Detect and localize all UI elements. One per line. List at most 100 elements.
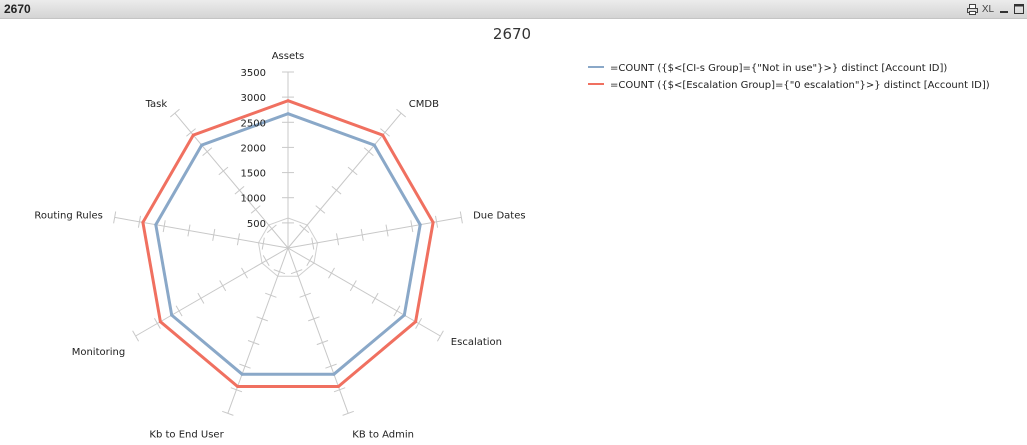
radar-series-line <box>141 99 435 388</box>
radar-data-point <box>158 320 162 324</box>
radar-tick-mark <box>250 205 261 214</box>
radar-tick-mark <box>197 292 205 304</box>
radar-tick-mark <box>222 410 234 416</box>
radar-spoke <box>287 216 462 249</box>
radar-tick-mark <box>306 255 314 267</box>
radar-tick-mark <box>436 330 444 342</box>
radar-category-label: Escalation <box>451 337 502 348</box>
radar-category-label: Due Dates <box>473 210 525 221</box>
radar-tick-mark <box>169 108 180 118</box>
radar-data-point <box>372 143 376 147</box>
radar-data-point <box>431 220 435 224</box>
radar-tick-mark <box>363 147 374 156</box>
radar-data-point <box>141 220 145 224</box>
radar-data-point <box>381 133 385 137</box>
radar-chart: 2670 500 1000 1500 2000 2500 3000 3500 Assets CM… <box>34 25 990 441</box>
radar-tick-mark <box>393 305 401 317</box>
radar-tick-mark <box>175 305 183 317</box>
radar-inner-ring <box>257 217 319 277</box>
radar-data-point <box>336 385 340 388</box>
radar-tick-mark <box>316 340 329 346</box>
radar-tick-mark <box>360 228 364 241</box>
radar-tick-mark <box>435 215 439 228</box>
radar-data-point <box>418 223 422 227</box>
radar-tick-mark <box>396 108 407 118</box>
radar-tick-mark <box>202 147 213 156</box>
radar-tick-mark <box>132 330 140 342</box>
radar-tick-mark <box>262 255 270 267</box>
radar-tick-mark <box>299 224 310 233</box>
radar-data-point <box>402 313 406 317</box>
radar-spoke <box>135 247 289 337</box>
radar-tick-mark <box>266 224 277 233</box>
chart-legend: =COUNT ({$<[CI-s Group]={"Not in use"}>}… <box>588 63 990 91</box>
radar-tick-mark <box>325 363 337 369</box>
radar-tick-mark <box>415 317 423 329</box>
radar-tick-mark <box>347 166 358 176</box>
radar-data-point <box>200 143 204 147</box>
print-icon[interactable] <box>966 2 978 16</box>
radar-category-label: Task <box>145 99 168 110</box>
radar-tick-mark <box>212 228 216 241</box>
radar-labels: 500 1000 1500 2000 2500 3000 3500 Assets CMDB Due… <box>34 51 525 441</box>
legend-entry: =COUNT ({$<[CI-s Group]={"Not in use"}>}… <box>610 63 947 74</box>
radar-tick-mark <box>236 233 240 246</box>
radar-data-point <box>414 320 418 324</box>
radar-tick-mark <box>241 267 248 279</box>
radar-tick-mark <box>385 224 389 237</box>
radar-tick-mark <box>273 269 286 275</box>
radar-tick-mark <box>336 233 340 246</box>
radar-tick-mark <box>153 317 161 329</box>
radar-tick-label: 2500 <box>241 118 266 129</box>
radar-tick-mark <box>299 292 311 298</box>
legend-entry: =COUNT ({$<[Escalation Group]={"0 escala… <box>610 80 990 91</box>
radar-tick-mark <box>230 387 243 393</box>
radar-data-point <box>154 223 158 227</box>
radar-tick-mark <box>410 220 414 233</box>
radar-tick-mark <box>265 292 277 298</box>
radar-tick-mark <box>239 363 251 369</box>
radar-tick-mark <box>315 205 326 214</box>
radar-tick-label: 500 <box>247 219 266 230</box>
window-controls: XL <box>966 1 1025 17</box>
radar-tick-mark <box>333 387 346 393</box>
radar-tick-label: 3000 <box>241 93 266 104</box>
radar-category-label: Monitoring <box>72 347 125 358</box>
radar-data-point <box>332 372 336 376</box>
radar-tick-mark <box>219 280 227 292</box>
radar-data-point <box>286 99 290 103</box>
radar-tick-mark <box>113 211 117 224</box>
radar-tick-label: 3500 <box>241 68 266 79</box>
radar-tick-mark <box>308 316 320 322</box>
radar-data-point <box>236 385 240 388</box>
radar-spoke <box>287 247 349 414</box>
radar-tick-mark <box>342 410 354 416</box>
radar-series <box>141 99 435 388</box>
radar-tick-mark <box>218 166 229 176</box>
maximize-icon[interactable] <box>1013 2 1025 16</box>
radar-tick-mark <box>256 316 268 322</box>
radar-spoke <box>287 247 441 337</box>
radar-category-label: Kb to End User <box>149 430 224 441</box>
radar-category-label: Routing Rules <box>34 210 103 221</box>
radar-category-label: KB to Admin <box>352 430 414 441</box>
minimize-icon[interactable] <box>998 2 1010 16</box>
radar-tick-label: 1000 <box>241 194 266 205</box>
export-excel-button[interactable]: XL <box>981 3 995 15</box>
radar-tick-mark <box>187 224 191 237</box>
radar-tick-label: 1500 <box>241 169 266 180</box>
radar-spoke <box>227 247 289 414</box>
radar-grid <box>113 71 463 416</box>
radar-category-label: CMDB <box>409 99 439 110</box>
radar-tick-mark <box>247 340 260 346</box>
radar-tick-mark <box>261 237 265 250</box>
radar-data-point <box>170 313 174 317</box>
radar-data-point <box>191 133 195 137</box>
radar-category-label: Assets <box>272 51 305 62</box>
radar-series-line <box>154 112 422 376</box>
window-title: 2670 <box>4 2 31 16</box>
chart-title: 2670 <box>493 25 531 43</box>
radar-tick-mark <box>349 280 357 292</box>
radar-tick-mark <box>186 128 196 137</box>
radar-tick-mark <box>331 186 342 195</box>
